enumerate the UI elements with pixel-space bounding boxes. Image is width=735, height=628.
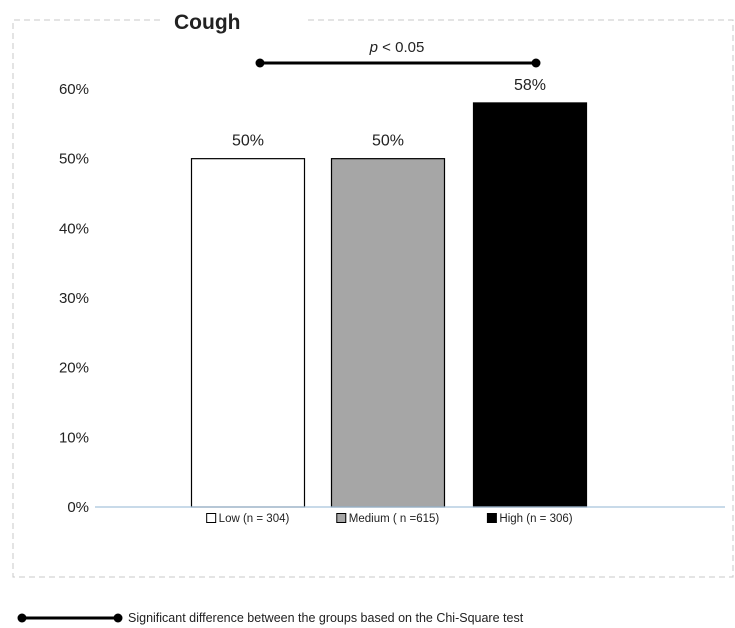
y-tick-label: 10%	[59, 429, 89, 446]
y-tick-label: 0%	[67, 499, 89, 516]
bars	[190, 102, 588, 508]
footnote-text: Significant difference between the group…	[128, 611, 524, 625]
bar-data-labels: 50% 50% 58%	[232, 77, 546, 150]
footnote-dot-right	[113, 613, 123, 623]
category-label: Low (n = 304)	[219, 513, 290, 525]
category-1: Low (n = 304)	[206, 513, 290, 525]
bar-3	[472, 102, 588, 508]
y-tick-label: 40%	[59, 220, 89, 237]
category-label: Medium ( n =615)	[349, 513, 440, 525]
significance-footnote: Significant difference between the group…	[17, 611, 524, 625]
y-tick-label: 20%	[59, 360, 89, 377]
bar-value-label: 50%	[232, 133, 264, 150]
category-swatch	[486, 513, 497, 523]
bar-2	[330, 158, 446, 508]
bar-value-label: 50%	[372, 133, 404, 150]
y-tick-label: 60%	[59, 81, 89, 98]
significance-bracket: p < 0.05	[255, 39, 541, 68]
y-tick-label: 50%	[59, 151, 89, 168]
y-tick-label: 30%	[59, 290, 89, 307]
significance-dot-right	[531, 58, 541, 68]
bar-1	[190, 158, 306, 508]
chart-title: Cough	[174, 11, 240, 34]
significance-label: p < 0.05	[369, 39, 425, 56]
significance-threshold: < 0.05	[378, 39, 424, 56]
category-swatch	[336, 513, 347, 523]
bar-value-label: 58%	[514, 77, 546, 94]
chart-frame	[12, 19, 734, 578]
category-labels: Low (n = 304) Medium ( n =615) High (n = 3…	[206, 513, 573, 525]
category-3: High (n = 306)	[486, 513, 573, 525]
category-2: Medium ( n =615)	[336, 513, 440, 525]
footnote-dot-left	[17, 613, 27, 623]
category-label: High (n = 306)	[499, 513, 572, 525]
y-axis-ticks: 0% 10% 20% 30% 40% 50% 60%	[59, 81, 89, 516]
significance-dot-left	[255, 58, 265, 68]
category-swatch	[206, 513, 217, 523]
significance-p: p	[369, 39, 378, 56]
